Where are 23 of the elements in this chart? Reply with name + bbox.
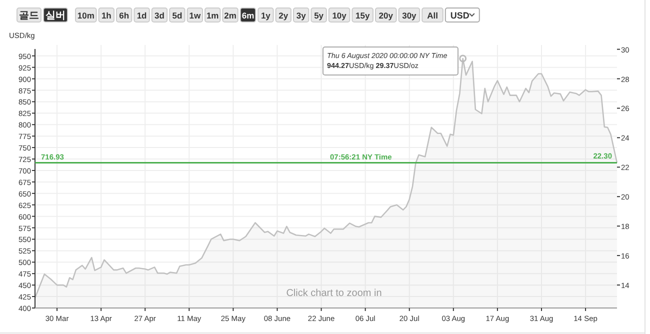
button: 1h	[98, 8, 114, 22]
button: 5y	[310, 8, 327, 22]
button: 6m	[240, 8, 256, 22]
button: 골드	[16, 8, 42, 22]
button: 15y	[352, 8, 374, 22]
button: 1d	[134, 8, 150, 22]
dropdown: USD	[444, 8, 480, 22]
button: 실버	[43, 8, 68, 22]
button: 1w	[186, 8, 203, 22]
button: 2y	[275, 8, 292, 22]
button: 1m	[204, 8, 221, 22]
button: 5d	[169, 8, 186, 22]
button: 30y	[398, 8, 420, 22]
button: 10y	[328, 8, 350, 22]
annotation: Click chart to zoom in	[286, 288, 382, 299]
button: All	[422, 8, 444, 22]
button: 3y	[293, 8, 310, 22]
button: 2m	[222, 8, 238, 22]
button: 20y	[375, 8, 397, 22]
button: 10m	[75, 8, 97, 22]
button: 1y	[258, 8, 274, 22]
button: 3d	[151, 8, 168, 22]
button: 6h	[116, 8, 132, 22]
